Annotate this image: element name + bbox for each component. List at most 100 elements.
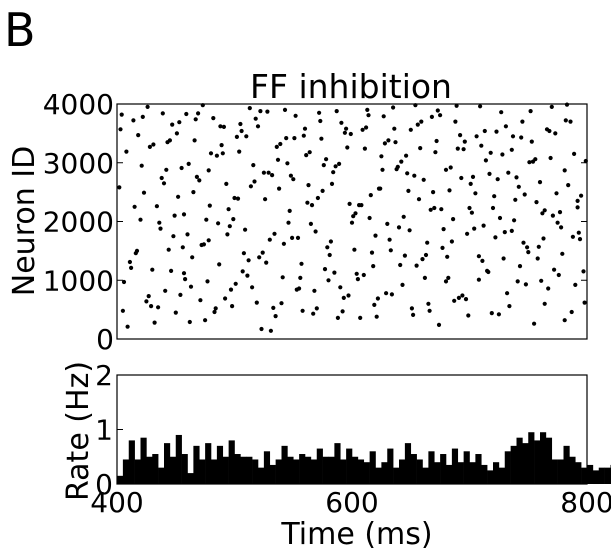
spike-point [221,124,226,129]
spike-point [227,224,232,229]
spike-point [384,291,389,296]
spike-point [136,133,141,138]
spike-point [481,223,486,228]
spike-point [309,203,315,208]
spike-point [164,167,169,172]
rate-y-tick-label: 2 [95,359,113,392]
spike-point [205,279,210,284]
spike-point [583,158,588,164]
spike-point [117,185,122,190]
spike-point [546,286,551,291]
rate-bar [516,437,523,484]
spike-point [488,150,493,155]
rate-bar [422,467,429,484]
spike-point [166,247,171,252]
spike-point [352,247,357,252]
rate-bar [169,456,177,484]
spike-point [581,269,586,274]
spike-point [402,253,407,258]
spike-point [163,288,168,293]
spike-point [448,165,453,170]
spike-point [118,127,123,132]
spike-point [519,135,524,140]
spike-point [559,225,564,230]
spike-point [399,159,404,164]
spike-point [235,196,241,201]
spike-point [460,293,465,298]
spike-point [540,211,545,216]
spike-point [357,203,362,208]
spike-point [234,134,239,139]
spike-point [361,272,366,278]
spike-point [134,248,140,253]
spike-point [218,124,223,129]
spike-point [208,151,214,156]
spike-point [386,138,391,143]
spike-point [404,153,409,158]
spike-point [413,103,418,108]
rate-bar [287,456,294,484]
spike-point [372,302,377,307]
spike-point [141,190,147,195]
spike-point [315,195,320,201]
spike-point [396,225,402,230]
spike-point [495,177,500,182]
spike-point [302,126,308,131]
spike-point [190,255,195,260]
spike-point [507,304,512,309]
spike-point [334,109,339,114]
spike-point [529,139,534,144]
spike-point [267,237,272,242]
spike-point [525,245,530,250]
spike-point [534,200,539,205]
spike-point [273,314,278,319]
spike-point [240,269,245,274]
rate-x-tick-label: 800 [560,486,611,519]
spike-point [121,279,127,285]
spike-point [211,116,216,121]
spike-point [553,131,558,136]
spike-point [470,174,476,179]
spike-point [259,326,264,332]
rate-plot: 0 1 2 400 600 800 [90,359,611,519]
spike-point [542,301,547,306]
spike-point [213,306,218,311]
rate-bar [416,459,423,484]
rate-bar [305,456,312,484]
spike-point [358,315,363,320]
spike-point [297,286,302,291]
spike-point [194,174,199,179]
spike-point [552,267,557,272]
spike-point [279,301,284,306]
spike-point [261,170,266,175]
spike-point [435,108,440,113]
rate-bar [457,462,464,484]
spike-point [428,207,433,212]
spike-point [514,175,519,180]
spike-point [230,304,235,309]
spike-point [271,305,276,310]
spike-point [522,192,527,197]
spike-point [449,239,454,244]
spike-point [401,214,406,219]
rate-bar [587,464,594,484]
spike-point [337,161,342,166]
spike-point [253,116,258,121]
spike-point [467,205,472,211]
spike-point [237,149,242,154]
spike-point [300,308,305,313]
spike-point [398,262,403,268]
spike-point [393,140,398,145]
spike-point [566,183,571,188]
spike-point [575,198,580,203]
spike-point [291,177,296,182]
spike-point [241,251,246,256]
spike-point [173,310,178,315]
rate-bar [581,467,588,484]
spike-point [485,268,490,273]
spike-point [416,197,422,202]
spike-point [247,106,252,111]
rate-bar [404,443,412,485]
spike-point [275,157,281,162]
spike-point [232,195,237,201]
